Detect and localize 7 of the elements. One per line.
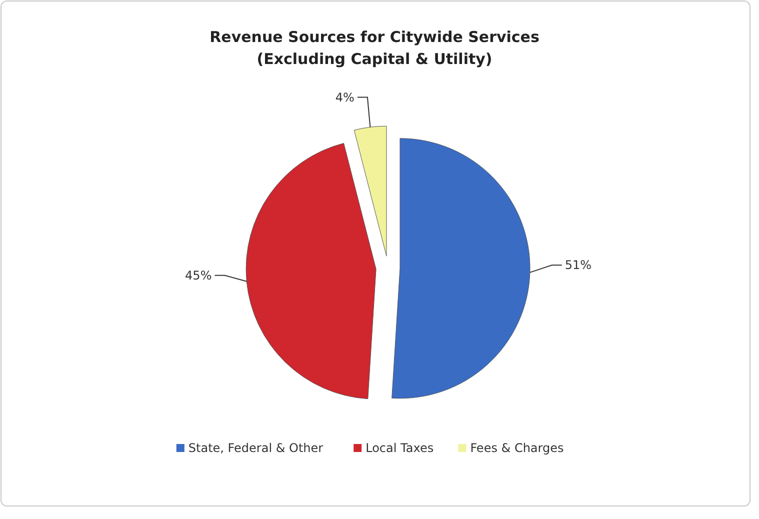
legend-label: Local Taxes bbox=[366, 441, 434, 455]
chart-title: Revenue Sources for Citywide Services (Excluding Capital & Utility) bbox=[210, 28, 540, 68]
data-label: 45% bbox=[185, 268, 212, 282]
legend-label: State, Federal & Other bbox=[188, 441, 324, 455]
legend-label: Fees & Charges bbox=[470, 441, 564, 455]
data-label: 51% bbox=[564, 258, 592, 272]
data-label: 4% bbox=[335, 90, 354, 104]
